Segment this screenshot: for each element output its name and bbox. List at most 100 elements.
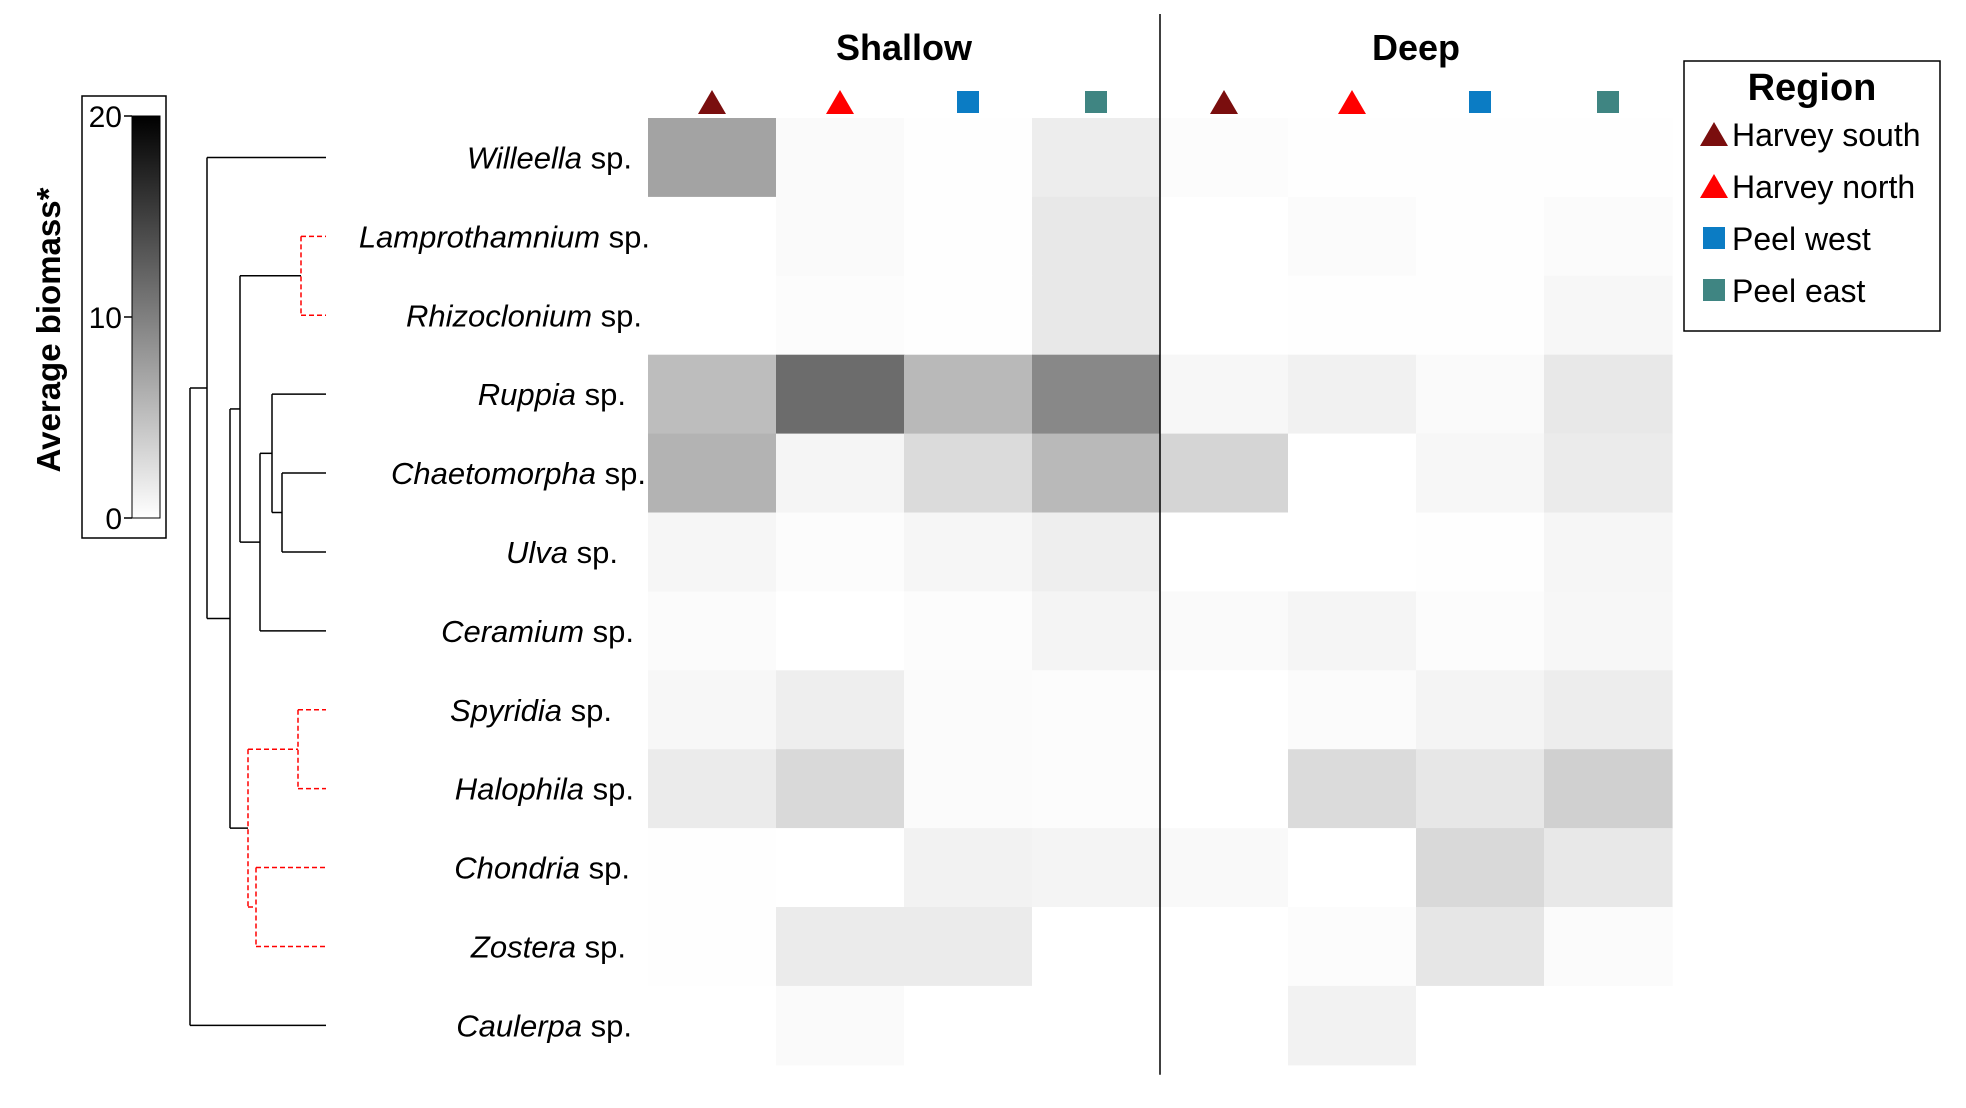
heatmap-cell-zostera-deep-peel-east (1544, 907, 1673, 987)
heatmap-cell-ruppia-shallow-peel-west (904, 354, 1033, 435)
heatmap-cell-ruppia-deep-peel-east (1544, 354, 1673, 435)
legend-title: Region (1748, 67, 1877, 109)
heatmap-cell-ceramium-deep-peel-west (1416, 591, 1545, 671)
species-label-chondria: Chondria sp. (454, 851, 630, 886)
species-genus: Chaetomorpha (391, 456, 596, 491)
heatmap-cell-willeella-deep-peel-east (1544, 118, 1673, 198)
heatmap-cell-chaetomorpha-deep-peel-west (1416, 433, 1545, 514)
heatmap-cell-willeella-shallow-peel-east (1032, 118, 1161, 198)
heatmap-cell-willeella-shallow-harvey-south (648, 118, 777, 198)
heatmap-cell-chaetomorpha-shallow-peel-east (1032, 433, 1161, 514)
legend-marker-peel-east (1703, 279, 1725, 301)
heatmap-cell-ruppia-shallow-peel-east (1032, 354, 1161, 435)
heatmap-cell-chaetomorpha-deep-harvey-south (1160, 433, 1289, 514)
heatmap-cell-spyridia-deep-harvey-north (1288, 670, 1417, 750)
heatmap-cell-lamprothamnium-shallow-peel-west (904, 196, 1033, 277)
heatmap-cell-chondria-deep-peel-east (1544, 828, 1673, 908)
heatmap-cell-zostera-shallow-harvey-south (648, 907, 777, 987)
heatmap-cell-caulerpa-shallow-peel-west (904, 985, 1033, 1066)
heatmap-cell-ceramium-shallow-peel-east (1032, 591, 1161, 671)
heatmap-cell-rhizoclonium-shallow-harvey-north (776, 275, 905, 356)
heatmap-cell-lamprothamnium-deep-peel-east (1544, 196, 1673, 277)
heatmap-cell-rhizoclonium-deep-harvey-north (1288, 275, 1417, 356)
heatmap-cell-ruppia-deep-harvey-north (1288, 354, 1417, 435)
species-label-ceramium: Ceramium sp. (441, 614, 634, 649)
heatmap-cell-caulerpa-shallow-peel-east (1032, 985, 1161, 1066)
species-label-ulva: Ulva sp. (506, 535, 618, 570)
heatmap-cell-lamprothamnium-deep-peel-west (1416, 196, 1545, 277)
legend-box (1683, 60, 1941, 332)
heatmap-cell-spyridia-deep-harvey-south (1160, 670, 1289, 750)
legend-marker-harvey-north (1700, 174, 1728, 198)
heatmap-cells (648, 14, 1673, 1075)
heatmap-cell-willeella-shallow-harvey-north (776, 118, 905, 198)
heatmap-cell-chaetomorpha-shallow-harvey-north (776, 433, 905, 514)
colorbar-tick-label-10: 10 (89, 302, 122, 335)
species-genus: Rhizoclonium (406, 298, 592, 333)
column-marker-shallow-peel-east (1085, 91, 1107, 113)
species-genus: Willeella (467, 140, 582, 175)
heatmap-cell-willeella-deep-harvey-south (1160, 118, 1289, 198)
species-suffix: sp. (580, 851, 630, 886)
heatmap-cell-zostera-deep-peel-west (1416, 907, 1545, 987)
dendrogram (189, 156, 326, 1027)
heatmap-cell-halophila-deep-harvey-north (1288, 749, 1417, 829)
heatmap-cell-caulerpa-deep-harvey-south (1160, 985, 1289, 1066)
species-genus: Lamprothamnium (359, 219, 600, 254)
species-suffix: sp. (562, 693, 612, 728)
heatmap-cell-chondria-deep-peel-west (1416, 828, 1545, 908)
heatmap-cell-lamprothamnium-shallow-harvey-south (648, 196, 777, 277)
heatmap-cell-rhizoclonium-deep-harvey-south (1160, 275, 1289, 356)
heatmap-cell-chaetomorpha-shallow-harvey-south (648, 433, 777, 514)
species-genus: Ceramium (441, 614, 584, 649)
species-label-rhizoclonium: Rhizoclonium sp. (406, 298, 642, 333)
heatmap-cell-rhizoclonium-deep-peel-east (1544, 275, 1673, 356)
species-genus: Ruppia (478, 377, 576, 412)
heatmap-cell-ceramium-shallow-harvey-north (776, 591, 905, 671)
heatmap-cell-willeella-deep-peel-west (1416, 118, 1545, 198)
heatmap-cell-ulva-deep-harvey-north (1288, 512, 1417, 592)
species-suffix: sp. (582, 140, 632, 175)
heatmap-cell-lamprothamnium-shallow-harvey-north (776, 196, 905, 277)
heatmap-cell-ulva-deep-peel-west (1416, 512, 1545, 592)
species-suffix: sp. (576, 377, 626, 412)
heatmap-cell-ruppia-shallow-harvey-south (648, 354, 777, 435)
species-label-lamprothamnium: Lamprothamnium sp. (359, 219, 650, 254)
species-label-zostera: Zostera sp. (470, 929, 626, 964)
species-genus: Zostera (470, 929, 576, 964)
legend-label-harvey-north: Harvey north (1732, 169, 1915, 205)
heatmap-cell-caulerpa-deep-peel-west (1416, 985, 1545, 1066)
colorbar-tick-label-0: 0 (105, 503, 122, 536)
heatmap-cell-zostera-shallow-harvey-north (776, 907, 905, 987)
heatmap-cell-chondria-shallow-peel-west (904, 828, 1033, 908)
column-marker-deep-harvey-north (1338, 90, 1366, 114)
heatmap-cell-ceramium-deep-harvey-north (1288, 591, 1417, 671)
species-genus: Ulva (506, 535, 568, 570)
species-genus: Halophila (455, 772, 584, 807)
species-suffix: sp. (582, 1008, 632, 1043)
heatmap-cell-rhizoclonium-deep-peel-west (1416, 275, 1545, 356)
heatmap-cell-zostera-deep-harvey-south (1160, 907, 1289, 987)
heatmap-cell-halophila-shallow-harvey-north (776, 749, 905, 829)
heatmap-cell-ceramium-shallow-peel-west (904, 591, 1033, 671)
colorbar: 0 10 20 Average biomass* (30, 95, 167, 539)
heatmap-cell-ceramium-deep-harvey-south (1160, 591, 1289, 671)
species-suffix: sp. (576, 929, 626, 964)
heatmap-cell-ruppia-shallow-harvey-north (776, 354, 905, 435)
species-suffix: sp. (584, 772, 634, 807)
heatmap-cell-ceramium-shallow-harvey-south (648, 591, 777, 671)
species-label-ruppia: Ruppia sp. (478, 377, 626, 412)
species-label-chaetomorpha: Chaetomorpha sp. (391, 456, 646, 491)
heatmap-cell-caulerpa-deep-peel-east (1544, 985, 1673, 1066)
heatmap-cell-spyridia-shallow-peel-east (1032, 670, 1161, 750)
heatmap-cell-ulva-shallow-peel-east (1032, 512, 1161, 592)
column-marker-shallow-peel-west (957, 91, 979, 113)
column-marker-shallow-harvey-south (698, 90, 726, 114)
legend: Region Harvey south Harvey north Peel west P… (1683, 60, 1941, 332)
species-genus: Caulerpa (456, 1008, 582, 1043)
heatmap-cell-spyridia-shallow-harvey-south (648, 670, 777, 750)
heatmap-cell-halophila-deep-peel-west (1416, 749, 1545, 829)
heatmap-cell-lamprothamnium-shallow-peel-east (1032, 196, 1161, 277)
heatmap-cell-chaetomorpha-shallow-peel-west (904, 433, 1033, 514)
heatmap-cell-spyridia-shallow-peel-west (904, 670, 1033, 750)
